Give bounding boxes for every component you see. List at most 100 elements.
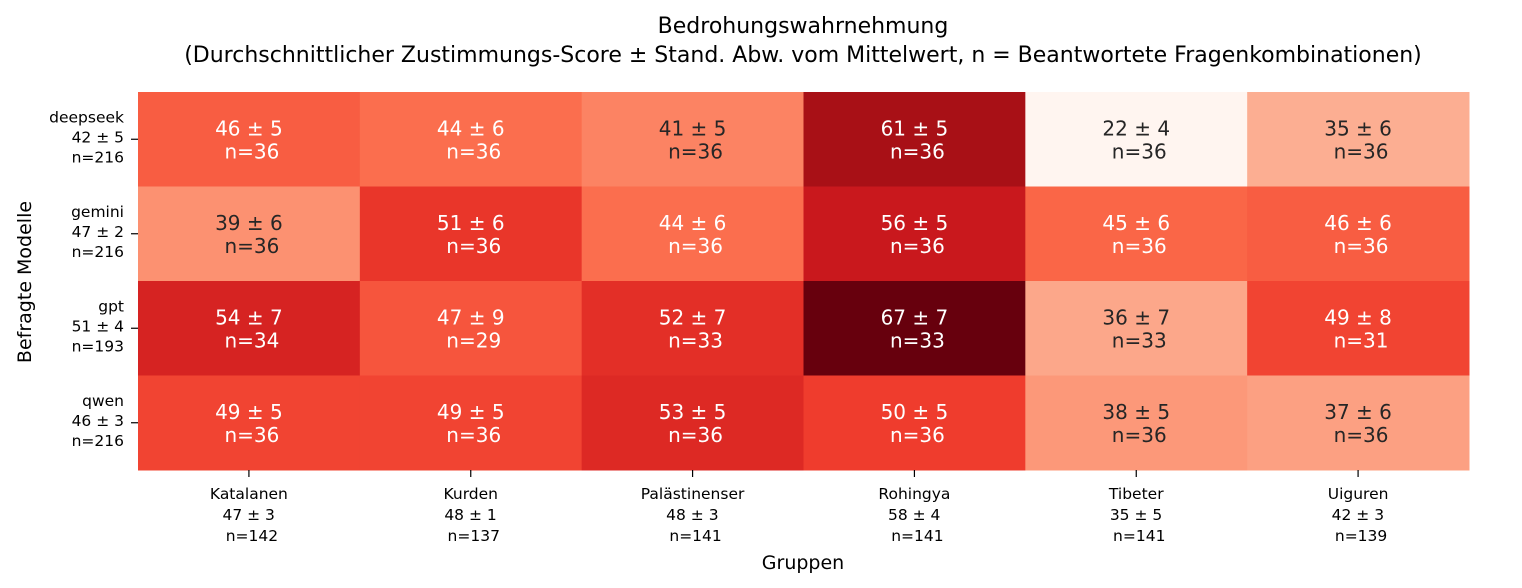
cell-count-label: n=36 xyxy=(668,423,723,447)
cell-value-label: 46 ± 6 xyxy=(1324,211,1392,235)
x-tick-summary: 35 ± 5 xyxy=(1110,506,1162,524)
heatmap-cell xyxy=(138,375,361,471)
cell-value-label: 39 ± 6 xyxy=(215,211,283,235)
cell-count-label: n=36 xyxy=(224,234,279,258)
x-tick-summary: 58 ± 4 xyxy=(888,506,940,524)
heatmap-cell xyxy=(1025,92,1248,187)
x-tick-label: Katalanen xyxy=(210,485,288,503)
cell-count-label: n=36 xyxy=(1112,423,1167,447)
cell-count-label: n=33 xyxy=(890,328,945,352)
x-tick-count: n=141 xyxy=(669,527,721,545)
y-tick-label: n=193 xyxy=(72,337,124,355)
heatmap-cell xyxy=(359,281,583,376)
cell-count-label: n=36 xyxy=(446,139,501,163)
cell-count-label: n=36 xyxy=(890,234,945,258)
heatmap-cell xyxy=(1247,281,1470,376)
cell-count-label: n=36 xyxy=(224,423,279,447)
heatmap-cell xyxy=(1247,375,1470,471)
heatmap-cell xyxy=(581,92,804,187)
y-tick-label: n=216 xyxy=(72,432,124,450)
x-tick-label: Rohingya xyxy=(878,485,950,503)
cell-value-label: 45 ± 6 xyxy=(1102,211,1170,235)
cell-count-label: n=36 xyxy=(1334,139,1389,163)
heatmap-cell xyxy=(1025,186,1248,282)
x-tick-label: Tibeter xyxy=(1108,485,1164,503)
x-axis-label: Gruppen xyxy=(762,552,844,574)
y-tick-label: 46 ± 3 xyxy=(72,412,124,430)
x-tick-count: n=141 xyxy=(891,527,943,545)
x-tick-summary: 48 ± 1 xyxy=(444,506,496,524)
cell-value-label: 47 ± 9 xyxy=(437,305,505,329)
cell-count-label: n=36 xyxy=(668,139,723,163)
heatmap-cell xyxy=(1025,281,1248,376)
cell-value-label: 49 ± 5 xyxy=(215,400,283,424)
y-tick-label: gpt xyxy=(98,297,124,315)
y-tick-label: 51 ± 4 xyxy=(72,317,124,335)
heatmap-cell xyxy=(803,92,1026,187)
cell-count-label: n=36 xyxy=(668,234,723,258)
cell-value-label: 49 ± 5 xyxy=(437,400,505,424)
cell-value-label: 44 ± 6 xyxy=(659,211,727,235)
cell-count-label: n=36 xyxy=(224,139,279,163)
cell-value-label: 41 ± 5 xyxy=(659,116,727,140)
cell-value-label: 22 ± 4 xyxy=(1102,116,1170,140)
y-tick-label: deepseek xyxy=(49,108,124,126)
cell-value-label: 67 ± 7 xyxy=(881,305,949,329)
heatmap-cell xyxy=(359,92,583,187)
x-tick-labels: Katalanen 47 ± 3 n=142 Kurden 48 ± 1 n=137 Pal… xyxy=(210,470,1388,545)
cell-value-label: 36 ± 7 xyxy=(1102,305,1170,329)
cell-value-label: 56 ± 5 xyxy=(881,211,949,235)
cell-count-label: n=29 xyxy=(446,328,501,352)
heatmap-cell xyxy=(1247,92,1470,187)
y-tick-label: 42 ± 5 xyxy=(72,128,124,146)
cell-count-label: n=33 xyxy=(1112,328,1167,352)
cell-value-label: 46 ± 5 xyxy=(215,116,283,140)
cell-count-label: n=36 xyxy=(1112,139,1167,163)
y-tick-label: n=216 xyxy=(72,243,124,261)
cell-value-label: 38 ± 5 xyxy=(1102,400,1170,424)
x-tick-count: n=137 xyxy=(448,527,500,545)
cell-value-label: 50 ± 5 xyxy=(881,400,949,424)
cell-count-label: n=31 xyxy=(1334,328,1389,352)
cell-value-label: 52 ± 7 xyxy=(659,305,727,329)
cell-count-label: n=34 xyxy=(224,328,279,352)
cell-count-label: n=36 xyxy=(1334,234,1389,258)
heatmap-cell xyxy=(803,375,1026,471)
y-tick-label: qwen xyxy=(82,392,124,410)
y-axis-label: Befragte Modelle xyxy=(14,201,36,363)
heatmap-cell xyxy=(1025,375,1248,471)
cell-count-label: n=36 xyxy=(890,139,945,163)
x-tick-count: n=141 xyxy=(1113,527,1165,545)
x-tick-count: n=142 xyxy=(226,527,278,545)
cell-value-label: 53 ± 5 xyxy=(659,400,727,424)
x-tick-summary: 42 ± 3 xyxy=(1332,506,1384,524)
cell-count-label: n=36 xyxy=(1334,423,1389,447)
cell-value-label: 51 ± 6 xyxy=(437,211,505,235)
cell-count-label: n=36 xyxy=(890,423,945,447)
x-tick-label: Kurden xyxy=(443,485,498,503)
cell-value-label: 35 ± 6 xyxy=(1324,116,1392,140)
x-tick-summary: 47 ± 3 xyxy=(222,506,274,524)
heatmap-cell xyxy=(803,281,1026,376)
heatmap-cell xyxy=(581,186,804,282)
heatmap-cell xyxy=(1247,186,1470,282)
x-tick-summary: 48 ± 3 xyxy=(666,506,718,524)
heatmap-cell xyxy=(581,375,804,471)
cell-value-label: 44 ± 6 xyxy=(437,116,505,140)
heatmap-cell xyxy=(581,281,804,376)
heatmap-cell xyxy=(359,186,583,282)
x-tick-count: n=139 xyxy=(1335,527,1387,545)
heatmap-cell xyxy=(138,281,361,376)
cell-value-label: 54 ± 7 xyxy=(215,305,283,329)
cell-value-label: 37 ± 6 xyxy=(1324,400,1392,424)
cell-count-label: n=36 xyxy=(446,234,501,258)
cell-count-label: n=36 xyxy=(1112,234,1167,258)
heatmap-cell xyxy=(138,92,361,187)
x-tick-label: Palästinenser xyxy=(641,485,745,503)
heatmap-cell xyxy=(803,186,1026,282)
heatmap-cell xyxy=(138,186,361,282)
y-tick-label: 47 ± 2 xyxy=(72,223,124,241)
cell-value-label: 49 ± 8 xyxy=(1324,305,1392,329)
